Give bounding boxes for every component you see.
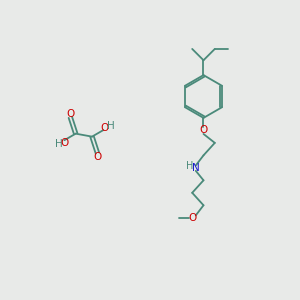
Text: O: O <box>93 152 101 161</box>
Text: O: O <box>66 109 74 119</box>
Text: H: H <box>55 139 62 149</box>
Text: O: O <box>100 123 109 133</box>
Text: N: N <box>192 163 200 173</box>
Text: O: O <box>188 213 196 223</box>
Text: O: O <box>60 138 68 148</box>
Text: H: H <box>186 161 194 171</box>
Text: O: O <box>200 125 208 135</box>
Text: H: H <box>106 121 114 131</box>
